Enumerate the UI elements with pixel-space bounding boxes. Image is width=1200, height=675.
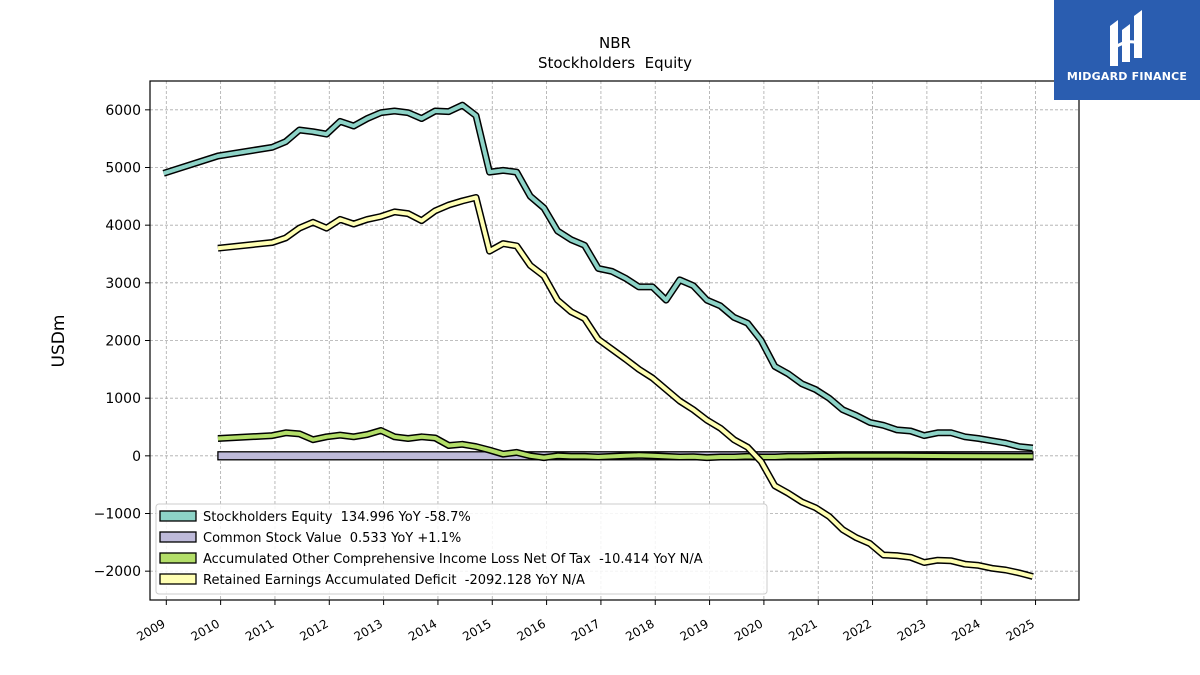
- legend-label: Common Stock Value 0.533 YoY +1.1%: [203, 531, 461, 546]
- legend-label: Accumulated Other Comprehensive Income L…: [203, 552, 703, 567]
- legend-box: [155, 503, 768, 595]
- y-tick-label: 4000: [105, 218, 141, 234]
- midgard-finance-logo: MIDGARD FINANCE: [1054, 0, 1200, 100]
- y-tick-label: 2000: [105, 334, 141, 350]
- legend-swatch: [159, 531, 197, 543]
- x-tick-label: 2025: [1004, 616, 1037, 643]
- legend-label: Stockholders Equity 134.996 YoY -58.7%: [203, 510, 471, 525]
- y-tick-label: 5000: [105, 161, 141, 177]
- series-3-line: [217, 195, 1034, 579]
- x-tick-label: 2024: [949, 616, 982, 643]
- legend-swatch: [159, 552, 197, 564]
- x-tick-label: 2015: [460, 616, 493, 643]
- legend-swatch: [159, 573, 197, 585]
- series-0-outline: [162, 101, 1034, 452]
- y-tick-label: 1000: [105, 391, 141, 407]
- brand-name: MIDGARD FINANCE: [1066, 70, 1188, 83]
- series-2-line: [217, 428, 1033, 460]
- x-tick-label: 2012: [297, 616, 330, 643]
- x-tick-label: 2021: [786, 616, 819, 643]
- x-tick-label: 2018: [623, 616, 656, 643]
- legend: Stockholders Equity 134.996 YoY -58.7% Co…: [155, 503, 768, 595]
- x-tick-label: 2020: [732, 616, 765, 643]
- x-tick-label: 2011: [243, 616, 276, 643]
- y-axis-label: USDm: [49, 315, 69, 368]
- y-tick-label: 0: [132, 449, 141, 465]
- x-tick-label: 2023: [895, 616, 928, 643]
- x-tick-label: 2010: [189, 616, 222, 643]
- y-tick-label: 3000: [105, 276, 141, 292]
- x-tick-label: 2009: [134, 616, 167, 643]
- x-tick-label: 2017: [569, 616, 602, 643]
- y-tick-label: −2000: [94, 564, 141, 580]
- y-tick-label: 6000: [105, 103, 141, 119]
- x-tick-label: 2013: [352, 616, 385, 643]
- legend-label: Retained Earnings Accumulated Deficit -2…: [203, 573, 585, 588]
- x-tick-label: 2022: [841, 616, 874, 643]
- chart-subtitle: Stockholders Equity: [538, 54, 692, 72]
- x-tick-label: 2016: [515, 616, 548, 643]
- midgard-logo-icon: [1110, 10, 1142, 66]
- series-0-line: [162, 103, 1034, 450]
- x-tick-label: 2014: [406, 616, 439, 643]
- y-tick-label: −1000: [94, 507, 141, 523]
- chart-title: NBR: [599, 34, 631, 52]
- legend-swatch: [159, 510, 197, 522]
- x-tick-label: 2019: [678, 616, 711, 643]
